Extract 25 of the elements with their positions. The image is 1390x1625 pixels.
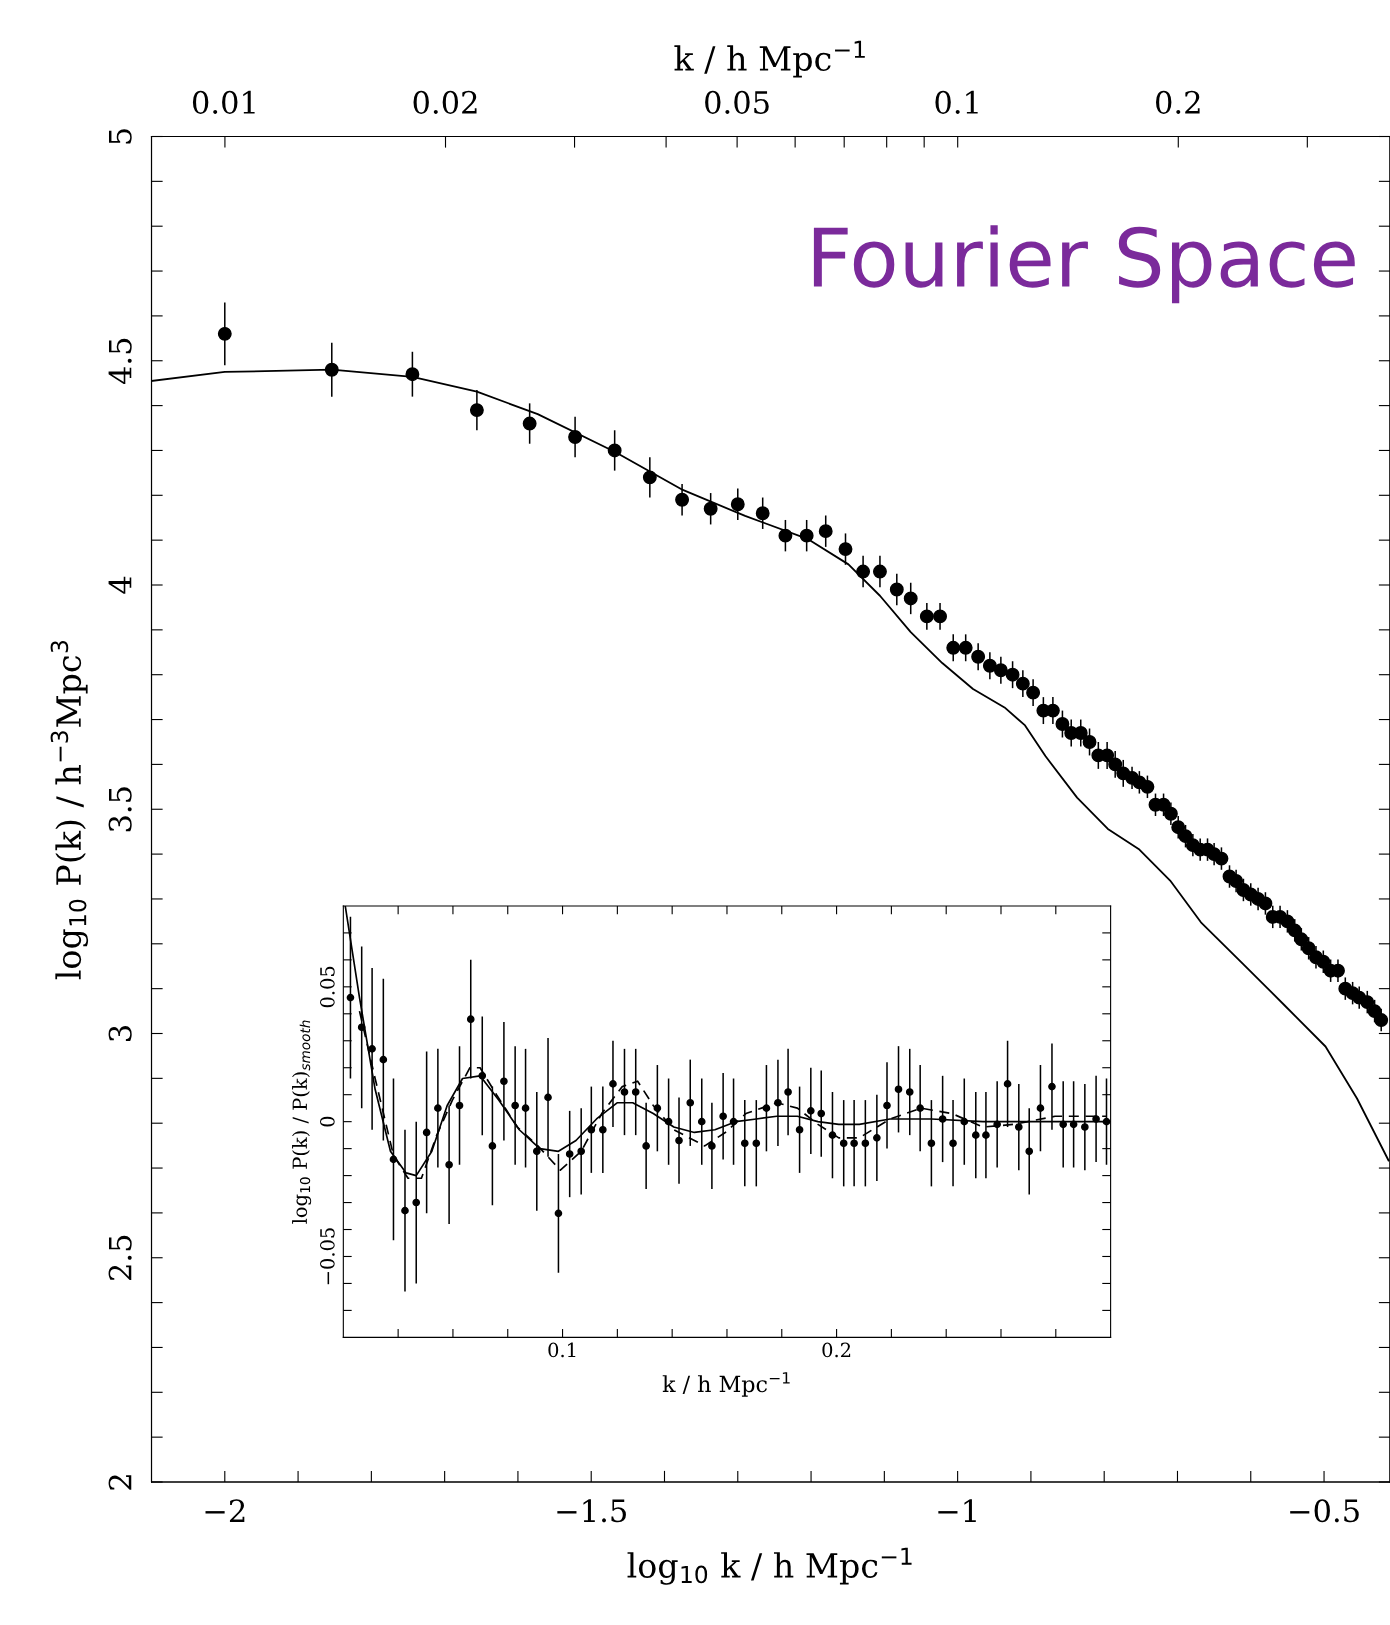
- y-axis-title: log$_{10}$ P(k) / h$^{−3}$Mpc$^{3}$: [50, 641, 89, 980]
- y-tick-label: 3.5: [108, 787, 132, 832]
- x-tick-label: −2: [205, 1499, 245, 1522]
- x2-tick-label: 0.01: [192, 90, 255, 114]
- y-tick-label: 2.5: [108, 1235, 132, 1280]
- x2-tick-label: 0.2: [1156, 90, 1200, 114]
- x-axis-title: log$_{10}$ k / h Mpc$^{−1}$: [627, 1547, 912, 1585]
- y-axis-title: log$_{10}$ P(k) / P(k)$_{smooth}$: [292, 1020, 312, 1224]
- x-axis-title: k / h Mpc$^{−1}$: [662, 1372, 790, 1397]
- y-tick-label: 5: [108, 129, 132, 144]
- y-tick-label: 4.5: [108, 338, 132, 385]
- x-tick-label: −0.5: [1290, 1499, 1359, 1523]
- x2-tick-label: 0.02: [413, 90, 477, 114]
- x-tick-label: −1.5: [557, 1499, 626, 1523]
- y-tick-label: 2: [108, 1475, 132, 1490]
- x2-tick-label: 0.05: [705, 90, 769, 114]
- x2-axis-title: k / h Mpc$^{−1}$: [674, 40, 865, 78]
- x-tick-label: −1: [938, 1499, 976, 1522]
- y-tick-label: 0: [319, 1116, 335, 1127]
- y-tick-label: 3: [108, 1026, 132, 1041]
- y-tick-label: −0.05: [319, 1228, 335, 1285]
- y-tick-label: 0.05: [319, 966, 335, 1008]
- x2-tick-label: 0.1: [935, 90, 978, 114]
- y-tick-label: 4: [108, 576, 132, 594]
- annotation: Fourier Space: [813, 225, 1355, 304]
